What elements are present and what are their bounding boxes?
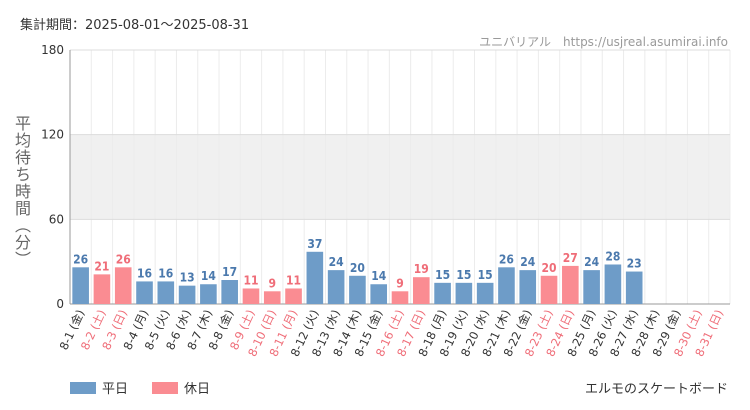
bar-value-label: 15: [456, 268, 471, 282]
legend: 平日 休日: [70, 378, 234, 397]
bar-value-label: 20: [350, 261, 365, 275]
legend-label-holiday: 休日: [184, 382, 211, 397]
bar-value-label: 20: [542, 261, 557, 275]
bar-value-label: 11: [286, 273, 301, 287]
attraction-name: エルモのスケートボード: [584, 382, 728, 397]
bar-value-label: 26: [116, 252, 131, 266]
bar-value-label: 24: [329, 255, 345, 269]
bar-value-label: 14: [371, 269, 387, 283]
bar-26: [604, 264, 622, 304]
y-tick-label: 0: [56, 297, 64, 311]
bar-value-label: 13: [180, 271, 195, 285]
legend-item-holiday: 休日: [152, 378, 210, 397]
bar-value-label: 16: [137, 266, 152, 280]
bar-value-label: 9: [269, 276, 277, 290]
legend-label-weekday: 平日: [102, 382, 129, 397]
bar-20: [476, 282, 494, 304]
bar-value-label: 24: [584, 255, 600, 269]
bar-value-label: 9: [396, 276, 404, 290]
bar-8: [221, 280, 238, 304]
y-tick-label: 60: [49, 212, 64, 226]
bar-12: [306, 251, 324, 304]
y-tick-label: 180: [41, 43, 64, 57]
bar-value-label: 17: [222, 265, 237, 279]
bar-value-label: 27: [563, 251, 578, 265]
bar-9: [242, 288, 260, 304]
site-label: ユニバリアル https://usjreal.asumirai.info: [479, 35, 728, 49]
legend-swatch-holiday: [152, 381, 179, 394]
bar-18: [434, 282, 451, 304]
bar-14: [349, 275, 366, 304]
bar-6: [178, 285, 196, 304]
bar-value-label: 23: [627, 257, 642, 271]
bar-4: [136, 281, 153, 304]
bar-19: [455, 282, 473, 304]
bar-value-label: 28: [605, 249, 620, 263]
bar-5: [157, 281, 175, 304]
bar-3: [114, 267, 132, 304]
bar-25: [583, 270, 600, 304]
bar-value-label: 11: [243, 273, 258, 287]
bar-value-label: 21: [94, 259, 109, 273]
bar-16: [391, 291, 409, 304]
bar-24: [562, 265, 579, 304]
bar-value-label: 37: [307, 237, 322, 251]
bar-17: [412, 277, 430, 304]
bar-27: [625, 271, 643, 304]
bar-23: [540, 275, 558, 304]
bar-11: [285, 288, 302, 304]
bar-15: [370, 284, 388, 304]
bar-value-label: 15: [478, 268, 493, 282]
bar-value-label: 26: [73, 252, 88, 266]
legend-item-weekday: 平日: [70, 378, 128, 397]
grid-band: [70, 134, 730, 220]
bar-1: [72, 267, 89, 304]
y-tick-label: 120: [41, 128, 64, 142]
bar-10: [263, 291, 281, 304]
bar-value-label: 14: [201, 269, 217, 283]
bar-value-label: 15: [435, 268, 450, 282]
bar-value-label: 26: [499, 252, 514, 266]
period-label: 集計期間：2025-08-01〜2025-08-31: [20, 18, 250, 33]
y-axis-title: 平均待ち時間（分）: [12, 115, 31, 268]
bar-2: [93, 274, 111, 304]
bar-value-label: 19: [414, 262, 429, 276]
bar-7: [200, 284, 217, 304]
bar-13: [327, 270, 345, 304]
bar-21: [498, 267, 515, 304]
bar-value-label: 16: [158, 266, 173, 280]
legend-swatch-weekday: [70, 381, 96, 394]
bar-22: [519, 270, 537, 304]
bar-value-label: 24: [520, 255, 536, 269]
